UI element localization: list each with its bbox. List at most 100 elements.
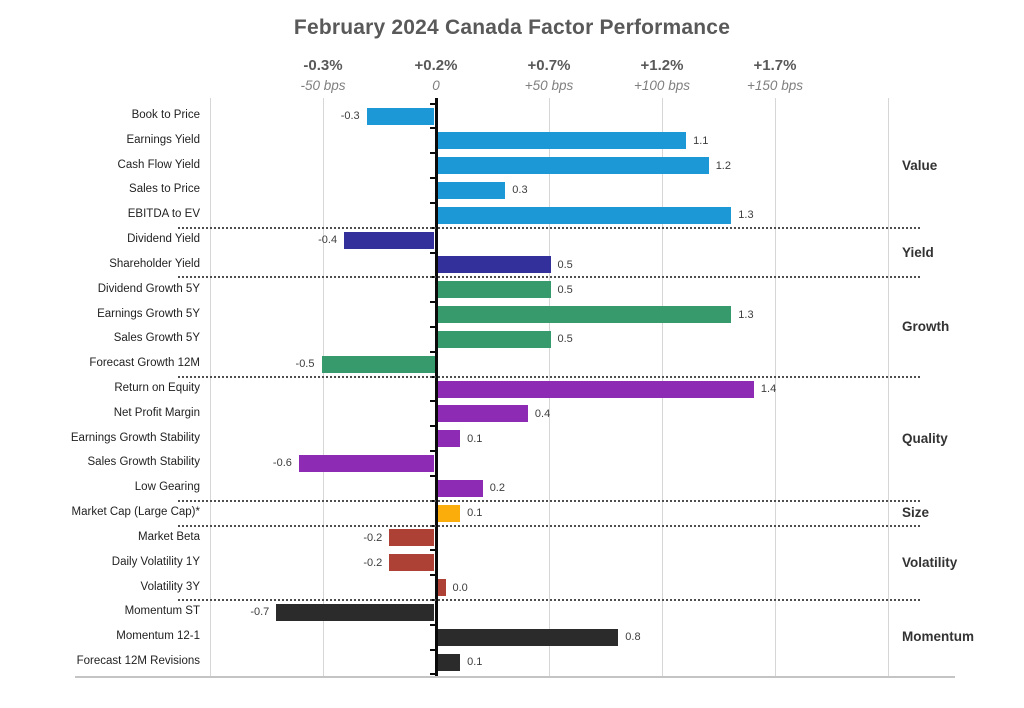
- bar-value-label: 1.4: [760, 383, 777, 396]
- bar-value-label: 0.4: [534, 407, 551, 420]
- axis-percent-label: -0.3%: [303, 57, 343, 74]
- bar: [366, 107, 435, 125]
- factor-label: Daily Volatility 1Y: [111, 555, 200, 568]
- axis-tick-mark: [429, 350, 435, 353]
- factor-label: Return on Equity: [114, 382, 200, 395]
- factor-label: Sales Growth 5Y: [113, 332, 200, 345]
- bar-value-label: 0.3: [512, 184, 528, 197]
- group-label: Value: [902, 157, 938, 173]
- axis-tick-mark: [429, 425, 435, 428]
- group-separator: [178, 499, 920, 502]
- group-separator: [178, 226, 920, 229]
- group-label: Growth: [902, 318, 950, 334]
- bar: [437, 380, 754, 398]
- group-label: Size: [902, 505, 930, 521]
- bar: [437, 430, 461, 448]
- bar-value-label: -0.3: [340, 110, 360, 122]
- bar: [437, 579, 446, 597]
- axis-tick-mark: [429, 251, 435, 254]
- bar: [437, 306, 732, 324]
- factor-label: Market Beta: [138, 530, 200, 543]
- axis-tick-mark: [429, 325, 435, 328]
- factor-label: Low Gearing: [134, 481, 200, 494]
- group-label: Quality: [902, 430, 948, 446]
- factor-label: Market Cap (Large Cap)*: [71, 506, 200, 519]
- bar: [321, 355, 435, 373]
- axis-tick-mark: [429, 450, 435, 453]
- bar: [344, 231, 435, 249]
- bar: [437, 181, 506, 199]
- group-label: Yield: [902, 244, 934, 260]
- bar-value-label: -0.2: [363, 556, 383, 569]
- axis-bps-label: +50 bps: [524, 78, 574, 93]
- factor-label: Book to Price: [131, 109, 200, 121]
- bar: [437, 256, 551, 274]
- group-separator: [178, 598, 920, 601]
- bar: [276, 603, 435, 621]
- bar: [389, 529, 435, 547]
- bar-value-label: 0.1: [467, 656, 483, 669]
- chart-baseline: [75, 676, 955, 678]
- axis-tick-mark: [429, 474, 435, 477]
- factor-label: Earnings Growth Stability: [70, 431, 200, 444]
- bar: [389, 554, 435, 572]
- axis-percent-label: +1.2%: [640, 57, 684, 74]
- bar: [437, 157, 709, 175]
- bar-value-label: -0.5: [295, 358, 315, 371]
- factor-label: Sales Growth Stability: [87, 456, 201, 469]
- group-label: Volatility: [902, 554, 958, 570]
- axis-bps-label: +100 bps: [634, 78, 690, 93]
- bar-value-label: 1.1: [693, 134, 709, 147]
- bar-value-label: 0.2: [489, 482, 505, 495]
- axis-tick-mark: [429, 574, 435, 577]
- factor-label: Earnings Yield: [126, 133, 200, 146]
- bar-value-label: 1.2: [715, 159, 731, 172]
- bar-value-label: -0.4: [318, 234, 338, 247]
- bar-value-label: -0.6: [272, 457, 292, 470]
- factor-label: Sales to Price: [129, 183, 200, 196]
- bar-value-label: 0.5: [557, 258, 573, 271]
- group-separator: [178, 524, 920, 527]
- axis-tick-mark: [429, 648, 435, 651]
- factor-label: Shareholder Yield: [109, 257, 200, 270]
- axis-tick-mark: [429, 127, 435, 130]
- axis-tick-mark: [429, 400, 435, 403]
- axis-bps-label: 0: [432, 78, 440, 93]
- bar-value-label: 0.1: [467, 507, 483, 520]
- zero-axis-line: [434, 98, 438, 677]
- bar-value-label: 1.3: [738, 209, 754, 222]
- bar-value-label: -0.2: [363, 531, 383, 544]
- axis-tick-mark: [429, 177, 435, 180]
- bar: [437, 281, 551, 299]
- factor-label: Cash Flow Yield: [117, 158, 200, 171]
- bar-value-label: 0.0: [452, 581, 468, 594]
- bar: [437, 132, 687, 150]
- factor-label: Momentum ST: [124, 605, 200, 618]
- gridline: [774, 98, 776, 677]
- axis-tick-mark: [429, 152, 435, 155]
- group-separator: [178, 276, 920, 279]
- bar-value-label: 1.3: [738, 308, 754, 321]
- group-separator: [178, 375, 920, 378]
- bar-value-label: 0.5: [557, 283, 573, 296]
- axis-percent-label: +0.7%: [527, 57, 571, 74]
- factor-label: Dividend Growth 5Y: [97, 282, 200, 295]
- axis-percent-label: +0.2%: [414, 57, 458, 74]
- gridline: [322, 98, 324, 677]
- axis-tick-mark: [429, 201, 435, 204]
- group-label: Momentum: [902, 629, 974, 645]
- factor-label: Earnings Growth 5Y: [97, 307, 200, 320]
- bar: [437, 504, 461, 522]
- bar: [437, 653, 461, 671]
- axis-percent-label: +1.7%: [753, 57, 797, 74]
- bar-value-label: -0.7: [250, 606, 270, 619]
- factor-label: Forecast 12M Revisions: [76, 655, 200, 668]
- factor-label: Dividend Yield: [127, 233, 200, 246]
- bar: [437, 330, 551, 348]
- bar: [437, 479, 483, 497]
- gridline: [887, 98, 889, 677]
- axis-bps-label: +150 bps: [747, 78, 803, 93]
- factor-label: Volatility 3Y: [140, 580, 200, 593]
- bar-value-label: 0.8: [625, 631, 641, 644]
